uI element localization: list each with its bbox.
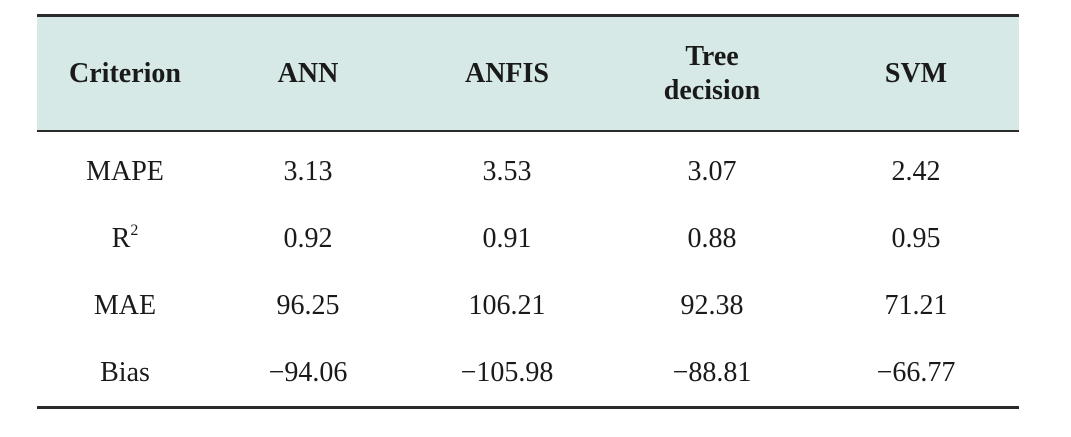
cell-ann: −94.06: [213, 339, 403, 409]
header-criterion: Criterion: [37, 14, 213, 132]
row-criterion: MAPE: [86, 155, 164, 187]
header-ann: ANN: [213, 14, 403, 132]
cell-ann: 0.92: [283, 222, 333, 254]
row-criterion: R2: [37, 205, 213, 272]
table-header: Criterion ANN ANFIS Tree decision SVM: [37, 14, 1019, 132]
cell-tree-decision: 0.88: [687, 222, 737, 254]
header-row: Criterion ANN ANFIS Tree decision SVM: [37, 14, 1019, 132]
cell-tree-decision: −88.81: [611, 339, 813, 409]
criterion-base: R: [111, 222, 131, 254]
cell-anfis: 106.21: [468, 289, 546, 321]
header-anfis: ANFIS: [403, 14, 611, 132]
cell-anfis: 3.53: [482, 155, 532, 187]
table-row: R2 0.92 0.91 0.88 0.95: [37, 205, 1019, 272]
table-row: MAE 96.25 106.21 92.38 71.21: [37, 272, 1019, 339]
cell-svm: −66.77: [813, 339, 1019, 409]
comparison-table: Criterion ANN ANFIS Tree decision SVM MA…: [37, 14, 1019, 409]
cell-anfis: −105.98: [403, 339, 611, 409]
cell-ann: 3.13: [283, 155, 333, 187]
cell-svm: 2.42: [891, 155, 941, 187]
header-tree-decision-text: Tree decision: [663, 40, 761, 106]
cell-tree-decision: 3.07: [687, 155, 737, 187]
header-tree-decision: Tree decision: [611, 14, 813, 132]
table-row: MAPE 3.13 3.53 3.07 2.42: [37, 131, 1019, 205]
table-row: Bias −94.06 −105.98 −88.81 −66.77: [37, 339, 1019, 409]
header-svm: SVM: [813, 14, 1019, 132]
cell-tree-decision: 92.38: [680, 289, 744, 321]
row-criterion: MAE: [93, 289, 157, 321]
cell-anfis: 0.91: [482, 222, 532, 254]
cell-ann: 96.25: [276, 289, 340, 321]
row-criterion: Bias: [37, 339, 213, 409]
criterion-superscript: 2: [130, 221, 139, 239]
table-body: MAPE 3.13 3.53 3.07 2.42 R2 0.92 0.91 0.…: [37, 131, 1019, 409]
cell-svm: 71.21: [884, 289, 948, 321]
cell-svm: 0.95: [891, 222, 941, 254]
metrics-table: Criterion ANN ANFIS Tree decision SVM MA…: [37, 14, 1019, 409]
